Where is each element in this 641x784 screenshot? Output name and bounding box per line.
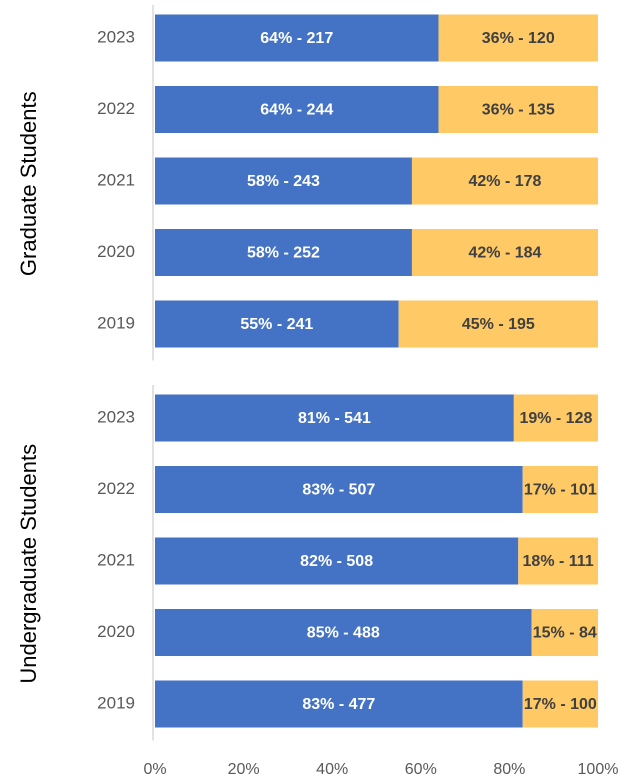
bar-value-label: 55% - 241 (240, 316, 313, 333)
bar-value-label: 15% - 84 (533, 625, 597, 642)
bar-segment (155, 680, 523, 728)
y-tick-label: 2020 (97, 622, 135, 641)
group-label: Graduate Students (16, 91, 41, 276)
bar-value-label: 83% - 477 (302, 696, 375, 713)
y-tick-label: 2021 (97, 550, 135, 569)
x-tick-label: 0% (143, 761, 166, 778)
y-tick-label: 2023 (97, 27, 135, 46)
bar-value-label: 58% - 252 (247, 245, 320, 262)
bar-value-label: 18% - 111 (523, 553, 594, 570)
bar-value-label: 17% - 101 (524, 482, 597, 499)
x-tick-label: 60% (405, 761, 437, 778)
y-tick-label: 2020 (97, 242, 135, 261)
bar-value-label: 58% - 243 (247, 173, 320, 190)
x-tick-label: 20% (228, 761, 260, 778)
bar-value-label: 17% - 100 (524, 696, 597, 713)
bar-value-label: 45% - 195 (462, 316, 535, 333)
bar-value-label: 64% - 217 (260, 30, 333, 47)
bar-segment (513, 394, 598, 442)
y-tick-label: 2019 (97, 693, 135, 712)
y-tick-label: 2023 (97, 407, 135, 426)
bar-value-label: 42% - 184 (469, 245, 542, 262)
bar-value-label: 83% - 507 (302, 482, 375, 499)
bar-segment (155, 394, 514, 442)
bar-segment (155, 300, 399, 348)
bar-segment (155, 229, 412, 276)
bar-segment (522, 680, 598, 728)
bar-segment (398, 300, 598, 348)
bar-segment (518, 537, 598, 585)
bar-segment (155, 86, 439, 133)
x-tick-label: 100% (578, 761, 619, 778)
y-tick-label: 2021 (97, 170, 135, 189)
bar-segment (438, 86, 598, 133)
group-label: Undergraduate Students (16, 444, 41, 684)
bar-segment (411, 229, 598, 276)
bar-value-label: 81% - 541 (298, 410, 371, 427)
y-tick-label: 2022 (97, 479, 135, 498)
bar-segment (522, 466, 598, 513)
bar-segment (155, 14, 439, 62)
x-tick-label: 80% (493, 761, 525, 778)
bar-segment (411, 157, 598, 205)
bar-value-label: 85% - 488 (307, 625, 380, 642)
bar-value-label: 36% - 135 (482, 102, 555, 119)
bar-segment (155, 537, 519, 585)
y-tick-label: 2022 (97, 99, 135, 118)
bar-value-label: 82% - 508 (300, 553, 373, 570)
bar-segment (438, 14, 598, 62)
bar-value-label: 19% - 128 (519, 410, 592, 427)
bar-value-label: 36% - 120 (482, 30, 555, 47)
bar-segment (155, 157, 412, 205)
bar-value-label: 64% - 244 (260, 102, 333, 119)
bar-value-label: 42% - 178 (469, 173, 542, 190)
y-tick-label: 2019 (97, 313, 135, 332)
bar-segment (531, 609, 598, 656)
bar-segment (155, 466, 523, 513)
bar-segment (155, 609, 532, 656)
x-tick-label: 40% (316, 761, 348, 778)
